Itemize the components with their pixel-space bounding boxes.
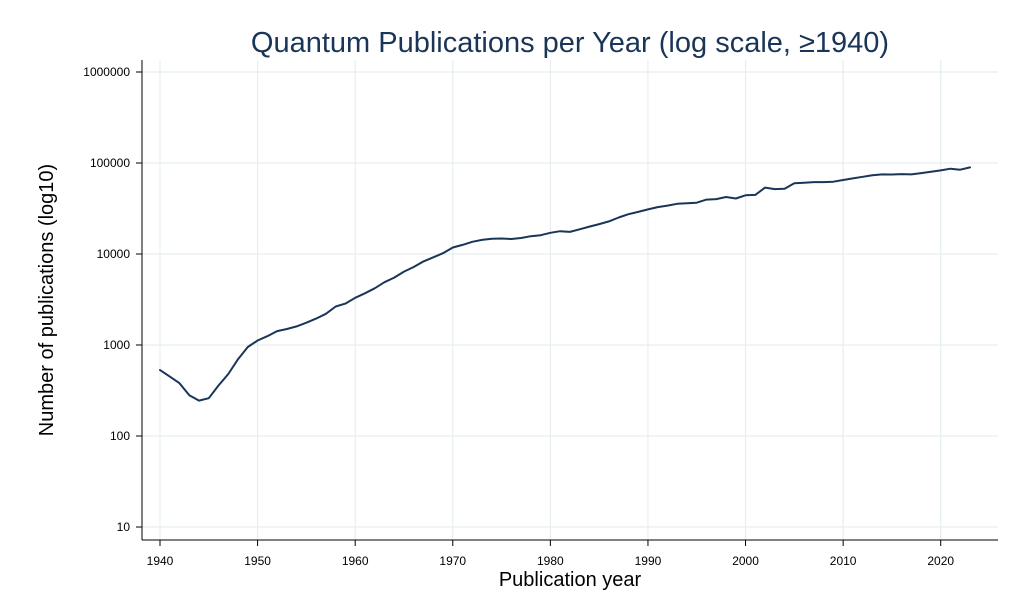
y-tick-label: 10	[117, 520, 131, 534]
tick-labels: 10 100 1000 10000 100000 1000000 1940 1950 1960 1…	[83, 65, 954, 568]
grid	[142, 60, 998, 540]
y-axis-title: Number of publications (log10)	[36, 164, 58, 436]
x-tick-label: 2000	[732, 554, 759, 568]
y-tick-label: 100	[110, 429, 130, 443]
x-tick-label: 1990	[635, 554, 662, 568]
y-tick-label: 100000	[90, 156, 130, 170]
x-tick-label: 2010	[830, 554, 857, 568]
chart-title: Quantum Publications per Year (log scale…	[251, 27, 889, 59]
x-tick-label: 1970	[439, 554, 466, 568]
x-axis-title: Publication year	[499, 569, 642, 591]
axes	[136, 60, 998, 546]
x-tick-label: 1950	[244, 554, 271, 568]
y-tick-label: 1000	[103, 338, 130, 352]
x-tick-label: 1940	[147, 554, 174, 568]
x-tick-label: 1960	[342, 554, 369, 568]
x-tick-label: 1980	[537, 554, 564, 568]
y-tick-label: 10000	[97, 247, 131, 261]
series-line	[159, 166, 971, 402]
x-tick-label: 2020	[927, 554, 954, 568]
series-layer	[159, 166, 971, 402]
y-tick-label: 1000000	[83, 65, 130, 79]
